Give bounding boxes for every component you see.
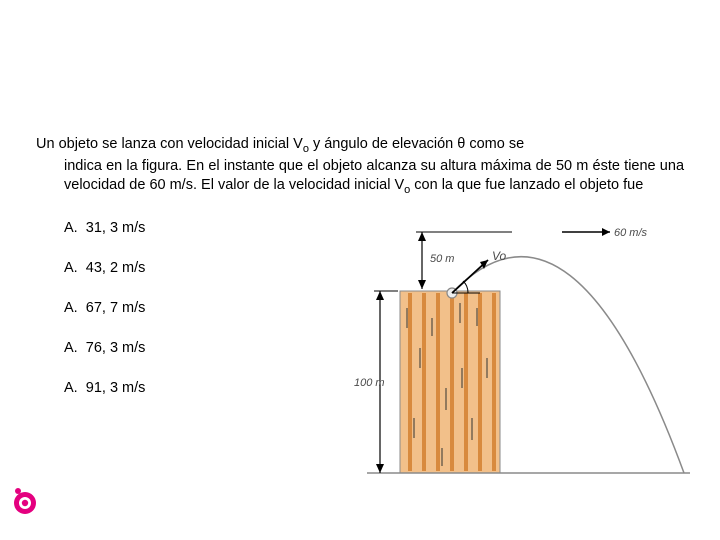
label-60ms: 60 m/s — [614, 227, 648, 239]
q-line4: con la que fue lanzado el objeto fue — [414, 177, 643, 193]
option-d-text: 76, 3 m/s — [86, 340, 146, 356]
option-d-label: A. — [64, 340, 78, 356]
option-c-label: A. — [64, 300, 78, 316]
logo-icon — [10, 486, 40, 516]
q-line2: indica en la figura. En el instante que … — [64, 158, 552, 174]
wall — [400, 291, 500, 473]
physics-figure: 100 m 50 m Vo 60 m/s — [312, 218, 692, 476]
question-text: Un objeto se lanza con velocidad inicial… — [36, 135, 684, 198]
option-a-text: 31, 3 m/s — [86, 220, 146, 236]
option-b-label: A. — [64, 260, 78, 276]
q-line1-suffix: como se — [465, 136, 524, 152]
q-line1-prefix: Un objeto se lanza con velocidad inicial… — [36, 136, 303, 152]
option-e-label: A. — [64, 380, 78, 396]
label-50m: 50 m — [430, 253, 454, 265]
q-line1-mid: y ángulo de elevación — [309, 136, 457, 152]
option-c-text: 67, 7 m/s — [86, 300, 146, 316]
option-e-text: 91, 3 m/s — [86, 380, 146, 396]
dim-100m: 100 m — [354, 291, 398, 473]
q-sub2: o — [404, 184, 410, 196]
option-a-label: A. — [64, 220, 78, 236]
label-100m: 100 m — [354, 377, 385, 389]
apex-velocity: 60 m/s — [562, 227, 648, 239]
option-b-text: 43, 2 m/s — [86, 260, 146, 276]
label-vo: Vo — [492, 249, 507, 263]
